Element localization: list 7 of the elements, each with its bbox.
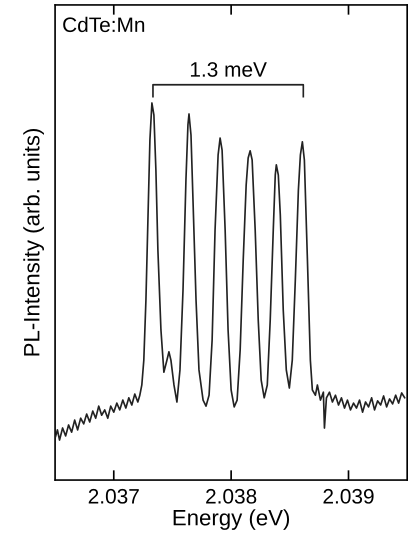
x-tick-label: 2.038 <box>206 488 256 504</box>
y-axis-title: PL-Intensity (arb. units) <box>23 129 44 356</box>
x-tick-label: 2.039 <box>323 488 374 504</box>
text: 1.3 meV <box>190 62 267 77</box>
text: CdTe:Mn <box>63 16 144 32</box>
x-axis-title: Energy (eV) <box>174 509 290 530</box>
x-tick-label: 2.037 <box>88 488 139 504</box>
